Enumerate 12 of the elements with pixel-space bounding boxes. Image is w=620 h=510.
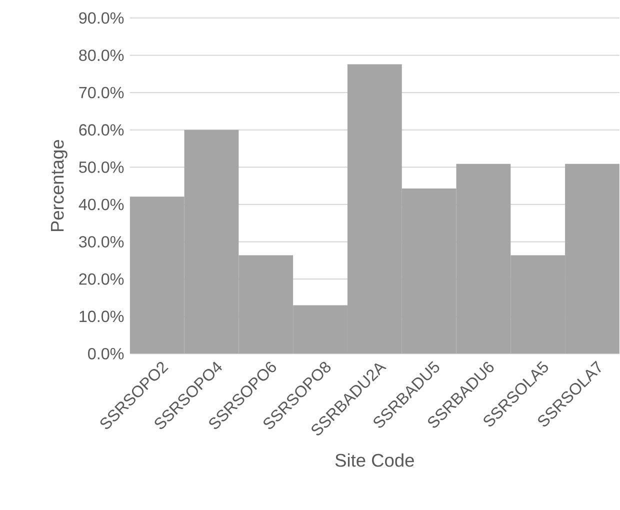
y-tick-label: 20.0%: [79, 274, 124, 286]
y-tick-label: 0.0%: [88, 348, 124, 360]
y-tick-label: 80.0%: [79, 50, 124, 62]
y-tick-label: 90.0%: [79, 12, 124, 24]
y-tick-label: 10.0%: [80, 310, 124, 322]
x-axis-title: Site Code: [335, 454, 414, 468]
y-tick-label: 50.0%: [79, 162, 124, 174]
y-tick-label: 70.0%: [79, 87, 124, 99]
y-tick-label: 30.0%: [79, 236, 124, 248]
y-tick-label: 60.0%: [79, 124, 124, 136]
y-axis-title: Percentage: [51, 140, 68, 232]
y-tick-label: 40.0%: [78, 198, 124, 210]
